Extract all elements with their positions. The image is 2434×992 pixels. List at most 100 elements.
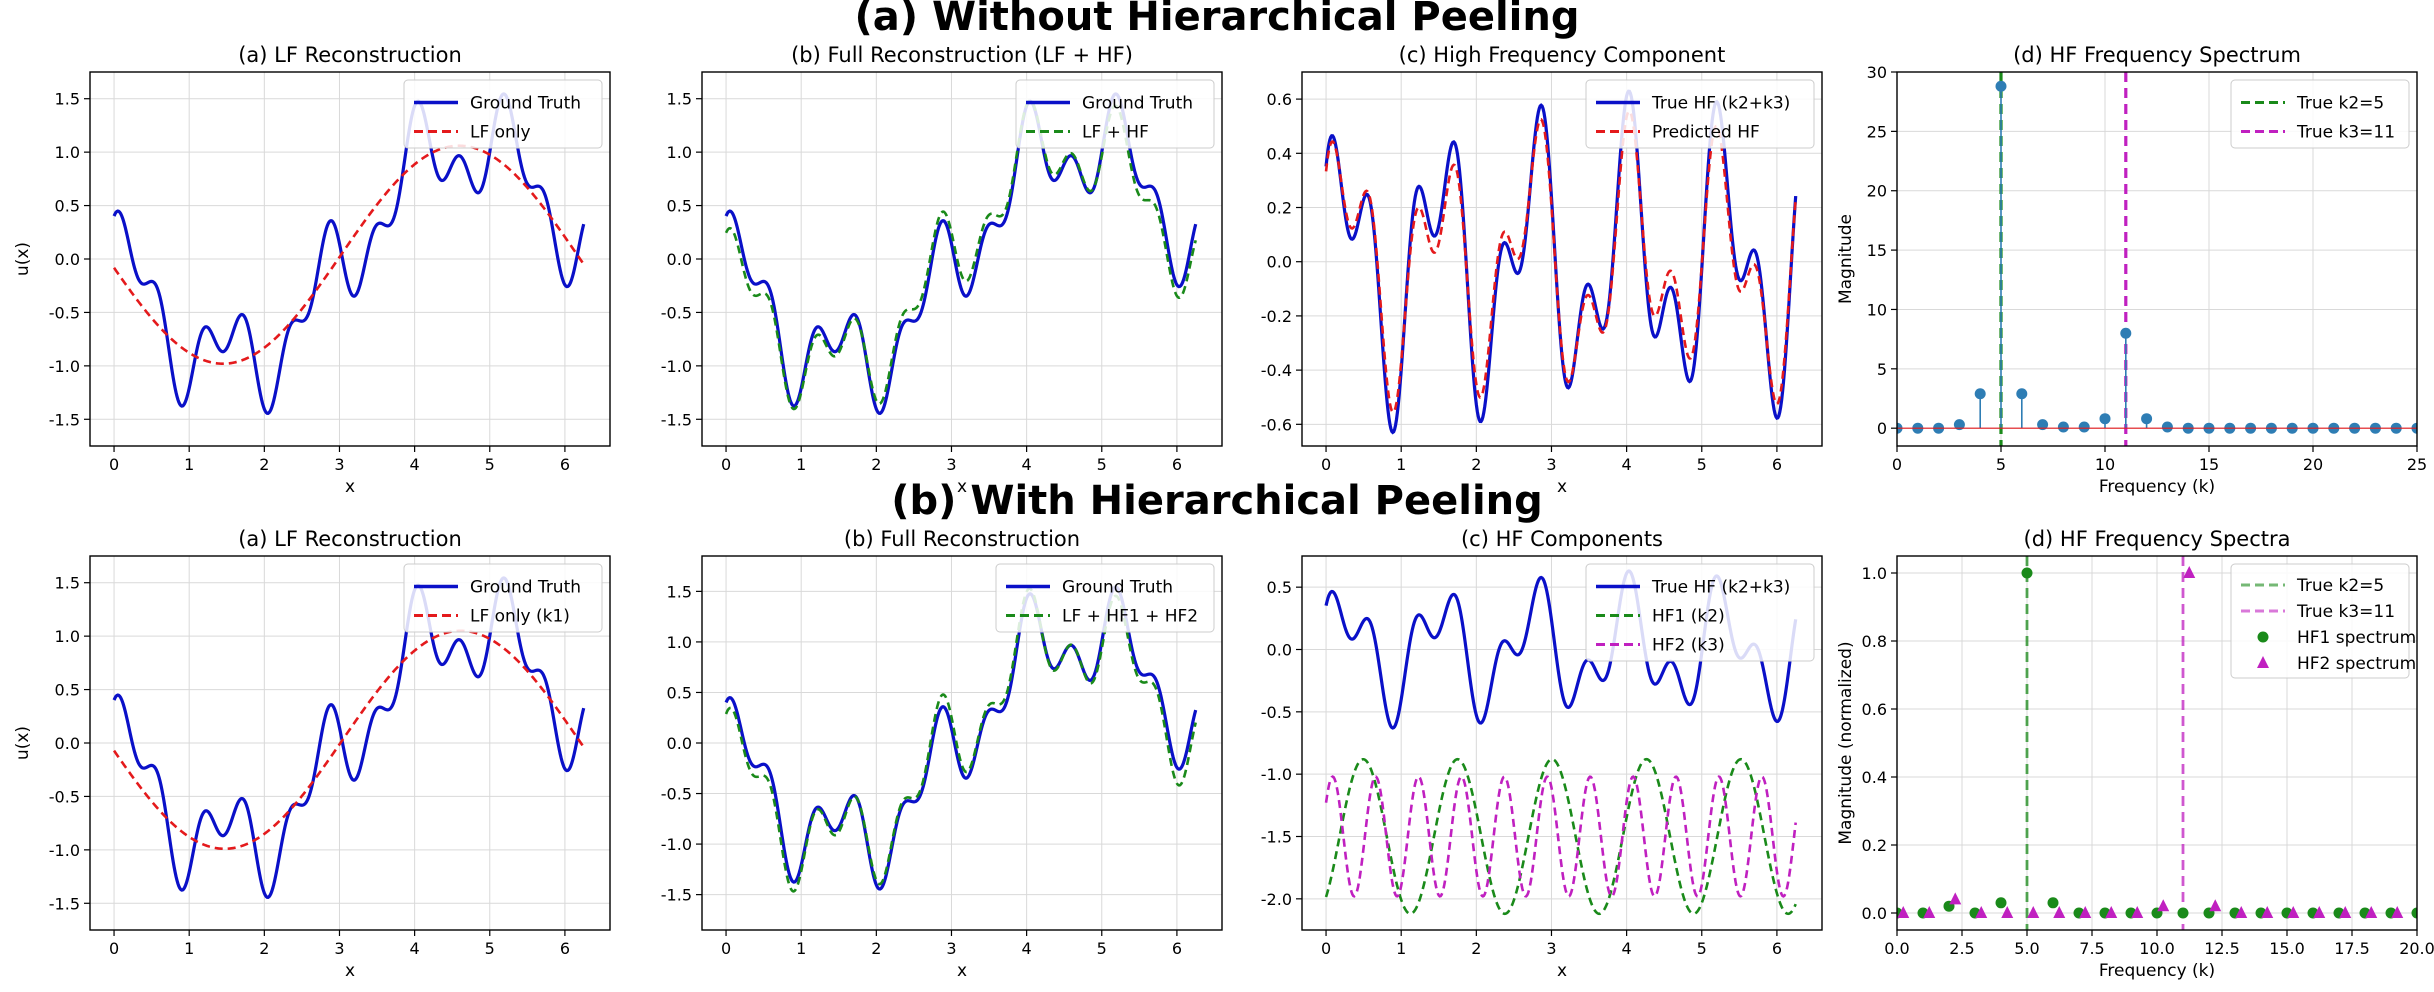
legend-label: Ground Truth	[1062, 578, 1173, 598]
stem-marker	[2141, 413, 2153, 425]
marker-hf2-spectrum	[2131, 906, 2144, 918]
y-tick-label: 1.5	[667, 90, 692, 109]
stem-marker	[1995, 80, 2007, 92]
marker-hf2-spectrum	[2391, 906, 2404, 918]
x-tick-label: 0	[109, 455, 119, 474]
legend-label: LF + HF	[1082, 123, 1149, 143]
legend-label: True k3=11	[2296, 123, 2395, 143]
x-tick-label: 5	[485, 455, 495, 474]
x-tick-label: 6	[560, 939, 570, 958]
panel-a1: 0 1 2 3 4 5 6 -1.5 -1.0 -0.5 0.0 0.5 1.0 1.5 (a) LF Re…	[13, 43, 611, 497]
panel-title: (a) LF Reconstruction	[238, 527, 462, 551]
x-tick-label: 3	[334, 455, 344, 474]
x-tick-label: 17.5	[2334, 939, 2370, 958]
x-tick-label: 2	[259, 939, 269, 958]
legend-label: True HF (k2+k3)	[1651, 578, 1790, 598]
series-line-hf2-k3-	[1324, 775, 1797, 898]
y-tick-label: -0.5	[1261, 703, 1292, 722]
y-tick-label: 0.0	[55, 734, 80, 753]
x-tick-label: 5	[1097, 455, 1107, 474]
y-tick-label: 0.0	[55, 250, 80, 269]
y-tick-label: 20	[1867, 182, 1887, 201]
legend-label: True HF (k2+k3)	[1651, 94, 1790, 114]
series-line-lf-hf1-hf2	[724, 587, 1197, 893]
marker-hf2-spectrum	[2365, 906, 2378, 918]
y-tick-label: -1.0	[49, 357, 80, 376]
marker-hf2-spectrum	[2287, 906, 2300, 918]
y-tick-label: 0.2	[1862, 836, 1887, 855]
y-tick-label: 0.4	[1267, 144, 1292, 163]
legend-box	[403, 79, 603, 149]
marker-hf2-spectrum	[1923, 906, 1936, 918]
legend: True HF (k2+k3) HF1 (k2) HF2 (k3)	[1585, 563, 1815, 662]
panel-title: (c) HF Components	[1461, 527, 1663, 551]
stem-marker	[2078, 421, 2090, 433]
panel-title: (b) Full Reconstruction	[844, 527, 1080, 551]
axes-frame	[701, 71, 1223, 447]
x-tick-label: 3	[1546, 939, 1556, 958]
y-tick-label: 0.5	[55, 681, 80, 700]
y-tick-label: 1.5	[667, 582, 692, 601]
y-tick-label: 10	[1867, 300, 1887, 319]
marker-hf2-spectrum	[2209, 899, 2222, 912]
x-axis-label: x	[957, 477, 967, 497]
y-tick-label: 0.5	[1267, 578, 1292, 597]
axes-frame	[89, 555, 611, 931]
y-tick-label: -0.2	[1261, 307, 1292, 326]
x-tick-label: 5	[1097, 939, 1107, 958]
x-tick-label: 5	[1697, 455, 1707, 474]
legend-swatch	[2257, 631, 2269, 643]
x-tick-label: 4	[410, 455, 420, 474]
x-tick-label: 2	[871, 939, 881, 958]
panel-title: (b) Full Reconstruction (LF + HF)	[791, 43, 1133, 67]
marker-hf2-spectrum	[2339, 906, 2352, 918]
marker-hf1-spectrum	[1995, 897, 2007, 909]
y-tick-label: -1.5	[49, 410, 80, 429]
stem-marker	[1953, 419, 1965, 431]
y-tick-label: -1.5	[1261, 828, 1292, 847]
x-axis-label: Frequency (k)	[2099, 961, 2215, 981]
marker-hf2-spectrum	[2183, 566, 2196, 578]
stem-marker	[2161, 421, 2173, 433]
panel-title: (a) LF Reconstruction	[238, 43, 462, 67]
plot-area	[1897, 72, 2417, 446]
legend-box	[1585, 563, 1815, 662]
axes-frame	[1896, 555, 2418, 931]
panel-title: (c) High Frequency Component	[1399, 43, 1726, 67]
panel-title: (d) HF Frequency Spectrum	[2013, 43, 2301, 67]
x-tick-label: 3	[946, 939, 956, 958]
marker-hf1-spectrum	[2047, 897, 2059, 909]
y-tick-label: 1.5	[55, 574, 80, 593]
legend-label: HF2 (k3)	[1652, 636, 1725, 656]
x-tick-label: 2	[1471, 939, 1481, 958]
y-tick-label: 0.8	[1862, 632, 1887, 651]
x-tick-label: 3	[1546, 455, 1556, 474]
y-tick-label: -1.0	[661, 835, 692, 854]
legend-label: LF only (k1)	[470, 607, 570, 627]
x-tick-label: 0	[721, 939, 731, 958]
y-tick-label: -1.0	[49, 841, 80, 860]
y-tick-label: -1.5	[661, 410, 692, 429]
x-tick-label: 4	[410, 939, 420, 958]
y-tick-label: -0.5	[49, 787, 80, 806]
x-axis-label: x	[1557, 477, 1567, 497]
panel-a3: 0 1 2 3 4 5 6 -0.6 -0.4 -0.2 0.0 0.2 0.4 0.6 (c) High …	[1261, 43, 1823, 497]
marker-hf1-spectrum	[2021, 567, 2033, 579]
y-tick-label: -0.5	[49, 303, 80, 322]
axes-frame	[1301, 555, 1823, 931]
marker-hf2-spectrum	[2417, 906, 2429, 918]
y-tick-label: 0.0	[1267, 253, 1292, 272]
y-tick-label: 5	[1877, 360, 1887, 379]
title-without-peeling: (a) Without Hierarchical Peeling	[854, 0, 1579, 40]
y-tick-label: -0.5	[661, 785, 692, 804]
x-tick-label: 0.0	[1884, 939, 1909, 958]
marker-hf2-spectrum	[2313, 906, 2326, 918]
legend: True HF (k2+k3) Predicted HF	[1585, 79, 1815, 149]
y-axis-label: Magnitude	[1836, 214, 1856, 304]
series-line-lf-only	[112, 144, 585, 366]
legend-swatch	[2257, 656, 2269, 668]
y-axis-label: u(x)	[13, 242, 33, 276]
x-tick-label: 5.0	[2014, 939, 2039, 958]
marker-hf2-spectrum	[2079, 906, 2092, 918]
legend-label: Ground Truth	[1082, 94, 1193, 114]
